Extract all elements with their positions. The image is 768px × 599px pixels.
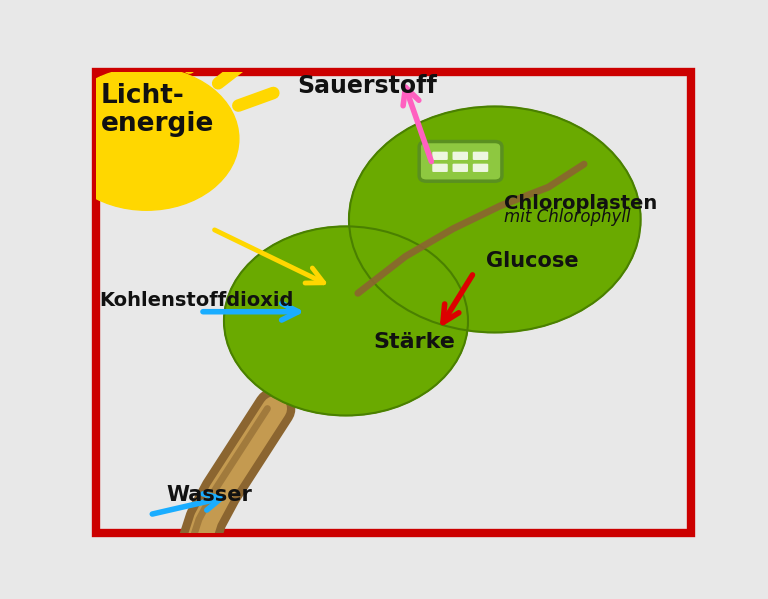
Text: Wasser: Wasser [166, 485, 252, 505]
Text: Sauerstoff: Sauerstoff [297, 74, 437, 98]
FancyBboxPatch shape [452, 164, 468, 172]
FancyBboxPatch shape [452, 152, 468, 160]
Circle shape [224, 226, 468, 416]
Circle shape [349, 107, 641, 332]
Text: Stärke: Stärke [373, 332, 455, 352]
FancyBboxPatch shape [473, 152, 488, 160]
Text: Licht-
energie: Licht- energie [101, 83, 214, 137]
Circle shape [55, 67, 239, 210]
Text: Chloroplasten: Chloroplasten [504, 194, 657, 213]
Text: Kohlenstoffdioxid: Kohlenstoffdioxid [99, 291, 293, 310]
FancyBboxPatch shape [432, 152, 448, 160]
FancyBboxPatch shape [473, 164, 488, 172]
FancyBboxPatch shape [419, 141, 502, 181]
FancyBboxPatch shape [432, 164, 448, 172]
Text: mit Chlorophyll: mit Chlorophyll [504, 208, 631, 226]
Text: Glucose: Glucose [486, 251, 578, 271]
